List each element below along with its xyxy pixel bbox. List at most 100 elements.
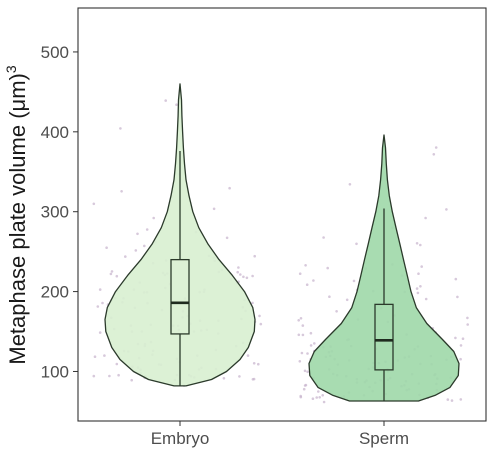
jitter-point-sperm: [300, 351, 304, 355]
jitter-point-sperm: [348, 183, 352, 186]
x-tick-label: Sperm: [359, 429, 409, 448]
jitter-point-sperm: [303, 369, 307, 373]
jitter-point-sperm: [313, 342, 316, 345]
jitter-point-embryo: [115, 362, 119, 366]
jitter-point-sperm: [419, 243, 422, 247]
jitter-point-embryo: [124, 255, 127, 258]
jitter-point-sperm: [322, 400, 326, 404]
jitter-point-sperm: [335, 310, 338, 313]
jitter-point-embryo: [225, 236, 229, 240]
jitter-point-sperm: [306, 370, 309, 374]
jitter-point-embryo: [103, 354, 106, 357]
jitter-point-embryo: [251, 274, 254, 278]
jitter-point-embryo: [246, 354, 250, 357]
y-tick-label: 300: [41, 203, 69, 222]
jitter-point-embryo: [212, 207, 216, 211]
y-axis-title: Metaphase plate volume (μm)3: [3, 65, 30, 364]
jitter-point-sperm: [315, 396, 319, 399]
jitter-point-sperm: [419, 285, 422, 288]
jitter-point-embryo: [237, 266, 240, 269]
jitter-point-sperm: [420, 265, 424, 268]
jitter-point-sperm: [415, 287, 419, 290]
jitter-point-sperm: [424, 216, 427, 220]
jitter-point-sperm: [304, 264, 307, 267]
jitter-point-sperm: [445, 208, 448, 211]
jitter-point-sperm: [297, 333, 301, 337]
jitter-point-sperm: [299, 394, 303, 398]
jitter-point-sperm: [305, 283, 309, 287]
y-axis-title-text: Metaphase plate volume (μm): [5, 73, 30, 364]
jitter-point-sperm: [345, 298, 349, 302]
jitter-point-embryo: [252, 377, 256, 381]
jitter-point-embryo: [239, 273, 242, 276]
jitter-point-sperm: [352, 279, 356, 283]
jitter-point-embryo: [119, 127, 122, 130]
y-axis: 100 200 300 400 500: [41, 43, 78, 381]
jitter-point-sperm: [454, 336, 457, 340]
jitter-point-embryo: [245, 276, 249, 280]
jitter-point-sperm: [318, 396, 322, 399]
jitter-point-embryo: [175, 103, 178, 106]
jitter-point-sperm: [301, 333, 305, 337]
jitter-point-embryo: [228, 186, 231, 190]
jitter-point-sperm: [434, 146, 438, 149]
jitter-point-sperm: [312, 279, 315, 282]
y-tick-label: 400: [41, 123, 69, 142]
jitter-point-embryo: [242, 275, 245, 279]
jitter-point-embryo: [259, 322, 263, 326]
jitter-point-sperm: [297, 319, 301, 322]
jitter-point-sperm: [417, 272, 420, 276]
jitter-point-sperm: [461, 337, 465, 341]
jitter-point-embryo: [130, 378, 133, 382]
jitter-point-sperm: [459, 344, 463, 347]
jitter-point-embryo: [92, 202, 96, 206]
jitter-point-sperm: [298, 360, 302, 363]
jitter-point-sperm: [432, 153, 436, 156]
jitter-point-sperm: [302, 387, 306, 391]
jitter-point-sperm: [321, 394, 325, 397]
jitter-point-sperm: [298, 272, 302, 276]
jitter-point-embryo: [96, 305, 100, 308]
jitter-point-embryo: [120, 190, 123, 193]
jitter-point-sperm: [303, 384, 307, 387]
jitter-point-embryo: [238, 375, 241, 378]
jitter-point-embryo: [134, 249, 138, 252]
jitter-point-embryo: [258, 314, 261, 318]
jitter-point-sperm: [328, 295, 331, 299]
plot-panel-border: [77, 7, 487, 422]
jitter-point-sperm: [311, 397, 315, 401]
jitter-point-embryo: [108, 374, 111, 378]
jitter-point-embryo: [105, 246, 108, 249]
boxplots: [170, 150, 394, 402]
box-embryo: [170, 258, 190, 335]
jitter-point-sperm: [309, 331, 313, 335]
jitter-point-embryo: [236, 270, 239, 274]
jitter-point-embryo: [110, 270, 114, 273]
jitter-point-embryo: [143, 244, 146, 248]
jitter-point-embryo: [101, 301, 104, 305]
jitter-point-sperm: [424, 297, 428, 301]
jitter-point-sperm: [459, 398, 463, 401]
jitter-point-embryo: [257, 362, 260, 366]
jitter-point-sperm: [322, 236, 325, 239]
jitter-point-embryo: [115, 274, 119, 278]
jitter-point-embryo: [252, 362, 256, 365]
jitter-point-sperm: [355, 242, 358, 246]
jitter-point-embryo: [93, 355, 97, 359]
jitter-point-sperm: [306, 352, 309, 355]
jitter-point-sperm: [466, 316, 469, 320]
jitter-point-sperm: [326, 266, 330, 270]
jitter-point-embryo: [152, 216, 155, 220]
jitter-point-embryo: [222, 377, 226, 380]
y-tick-label: 200: [41, 283, 69, 302]
x-axis: Embryo Sperm: [151, 421, 409, 448]
x-tick-label: Embryo: [151, 429, 210, 448]
jitter-point-embryo: [109, 272, 113, 276]
y-tick-label: 500: [41, 43, 69, 62]
jitter-point-embryo: [251, 301, 254, 305]
jitter-point-embryo: [98, 288, 102, 291]
jitter-point-sperm: [450, 399, 454, 402]
jitter-point-embryo: [117, 373, 120, 377]
jitter-point-embryo: [92, 374, 96, 378]
